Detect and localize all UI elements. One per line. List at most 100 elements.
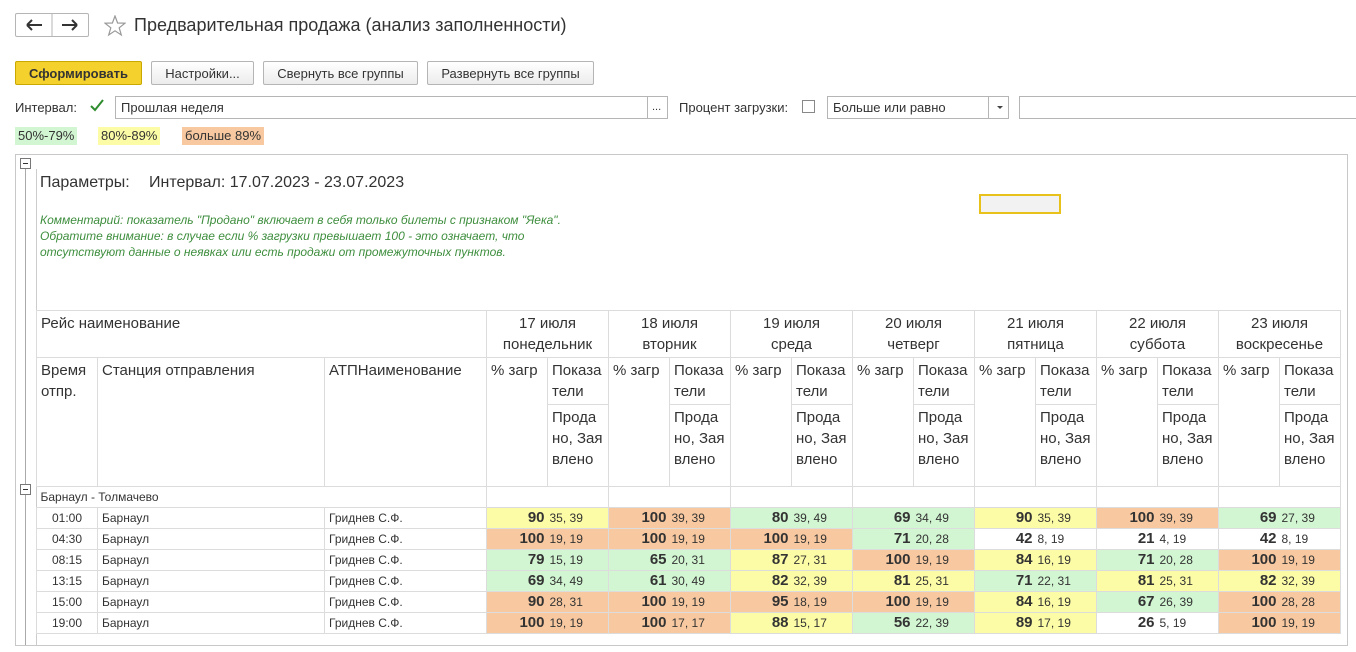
time: 15:00 — [36, 591, 98, 613]
generate-button[interactable]: Сформировать — [15, 61, 142, 85]
sold-declared: 39, 49 — [791, 507, 853, 529]
highlight-box — [979, 194, 1061, 214]
sold-declared: 19, 19 — [791, 528, 853, 550]
data-row: 08:15 Барнаул Гриднев С.Ф. 79 15, 19 65 20, 31… — [36, 549, 1341, 571]
sold-declared: 30, 49 — [669, 570, 731, 592]
load-percent: 69 — [852, 507, 914, 529]
sold-declared: 19, 19 — [1279, 549, 1341, 571]
load-percent: 89 — [974, 612, 1036, 634]
header-row: Продано, Заявлено Продано, Заявлено Продан… — [37, 404, 1341, 487]
station: Барнаул — [97, 549, 325, 571]
sold-declared: 15, 17 — [791, 612, 853, 634]
header-row: Время отпр. Станция отправления АТПНаимено… — [36, 357, 1341, 487]
load-percent: 42 — [1218, 528, 1280, 550]
params-value: Интервал: 17.07.2023 - 23.07.2023 — [149, 174, 405, 191]
day-weekday: четверг — [887, 336, 940, 353]
interval-choose[interactable]: ... — [647, 96, 668, 119]
load-percent: 65 — [608, 549, 670, 571]
pct-header: % загр — [486, 357, 548, 487]
pct-header: % загр — [1218, 357, 1280, 487]
load-percent: 80 — [730, 507, 792, 529]
day-date: 20 июля — [884, 315, 943, 332]
pct-header: % загр — [730, 357, 792, 487]
day-weekday: среда — [771, 336, 812, 353]
load-percent: 100 — [608, 591, 670, 613]
sold-declared: 19, 19 — [669, 528, 731, 550]
group-cell — [486, 486, 609, 508]
day-date: 21 июля — [1006, 315, 1065, 332]
load-percent: 84 — [974, 591, 1036, 613]
sold-header: Продано, Заявлено — [1157, 404, 1219, 487]
sold-declared: 27, 31 — [791, 549, 853, 571]
atp: Гриднев С.Ф. — [324, 507, 487, 529]
load-dropdown[interactable] — [988, 96, 1009, 119]
sold-declared: 17, 19 — [1035, 612, 1097, 634]
load-checkbox[interactable] — [802, 100, 815, 113]
dropdown-arrow — [997, 106, 1003, 109]
sold-declared: 20, 28 — [913, 528, 975, 550]
interval-input[interactable]: Прошлая неделя — [115, 96, 648, 119]
load-percent: 90 — [974, 507, 1036, 529]
indicators-header: Показатели — [791, 357, 853, 405]
expand-button[interactable]: Развернуть все группы — [427, 61, 594, 85]
load-percent: 100 — [852, 549, 914, 571]
time: 19:00 — [36, 612, 98, 634]
load-value[interactable] — [1019, 96, 1356, 119]
load-percent: 100 — [1096, 507, 1158, 529]
indicators-header: Показатели — [913, 357, 975, 405]
nav-buttons[interactable] — [15, 13, 89, 37]
load-percent: 82 — [730, 570, 792, 592]
sold-header: Продано, Заявлено — [913, 404, 975, 487]
day-header: 18 июля вторник — [608, 310, 731, 358]
load-percent: 82 — [1218, 570, 1280, 592]
indicators-header: Показатели — [1035, 357, 1097, 405]
data-row: 01:00 Барнаул Гриднев С.Ф. 90 35, 39 100 39, 3… — [36, 507, 1341, 529]
load-percent: 100 — [486, 612, 548, 634]
load-percent: 87 — [730, 549, 792, 571]
sold-declared: 4, 19 — [1157, 528, 1219, 550]
atp: Гриднев С.Ф. — [324, 591, 487, 613]
atp: Гриднев С.Ф. — [324, 612, 487, 634]
indicators-header: Показатели — [547, 357, 609, 405]
day-weekday: вторник — [642, 336, 697, 353]
settings-button[interactable]: Настройки... — [151, 61, 254, 85]
atp-header: АТПНаименование — [324, 357, 487, 487]
nav-arrows — [26, 14, 78, 36]
interval-checkbox[interactable] — [89, 98, 105, 114]
sold-declared: 34, 49 — [913, 507, 975, 529]
report-table: Рейс наименование 17 июля понедельник 18 ию… — [36, 310, 1341, 634]
load-percent: 90 — [486, 591, 548, 613]
sold-declared: 15, 19 — [547, 549, 609, 571]
sold-declared: 19, 19 — [1279, 612, 1341, 634]
station: Барнаул — [97, 528, 325, 550]
favorite-star[interactable] — [104, 15, 126, 37]
indicators-header: Показатели — [1279, 357, 1341, 405]
time: 13:15 — [36, 570, 98, 592]
load-condition[interactable]: Больше или равно — [827, 96, 989, 119]
legend-item: 80%-89% — [98, 127, 161, 145]
load-percent: 95 — [730, 591, 792, 613]
sold-declared: 18, 19 — [791, 591, 853, 613]
sold-declared: 34, 49 — [547, 570, 609, 592]
sold-declared: 16, 19 — [1035, 591, 1097, 613]
sold-declared: 19, 19 — [669, 591, 731, 613]
day-header: 23 июля воскресенье — [1218, 310, 1341, 358]
load-percent: 21 — [1096, 528, 1158, 550]
load-percent: 100 — [852, 591, 914, 613]
day-date: 18 июля — [640, 315, 699, 332]
report: Параметры: Интервал: 17.07.2023 - 23.07.… — [15, 154, 1348, 646]
load-percent: 61 — [608, 570, 670, 592]
group-cell — [1218, 486, 1341, 508]
collapse-button[interactable]: Свернуть все группы — [263, 61, 418, 85]
data-row: 04:30 Барнаул Гриднев С.Ф. 100 19, 19 100 19, … — [36, 528, 1341, 550]
day-weekday: суббота — [1129, 336, 1186, 353]
sold-header: Продано, Заявлено — [547, 404, 609, 487]
day-weekday: понедельник — [502, 336, 593, 353]
sold-declared: 25, 31 — [1157, 570, 1219, 592]
load-percent: 100 — [730, 528, 792, 550]
pct-header: % загр — [608, 357, 670, 487]
load-percent: 88 — [730, 612, 792, 634]
pct-header: % загр — [852, 357, 914, 487]
load-percent: 56 — [852, 612, 914, 634]
load-label: Процент загрузки: — [679, 100, 789, 115]
